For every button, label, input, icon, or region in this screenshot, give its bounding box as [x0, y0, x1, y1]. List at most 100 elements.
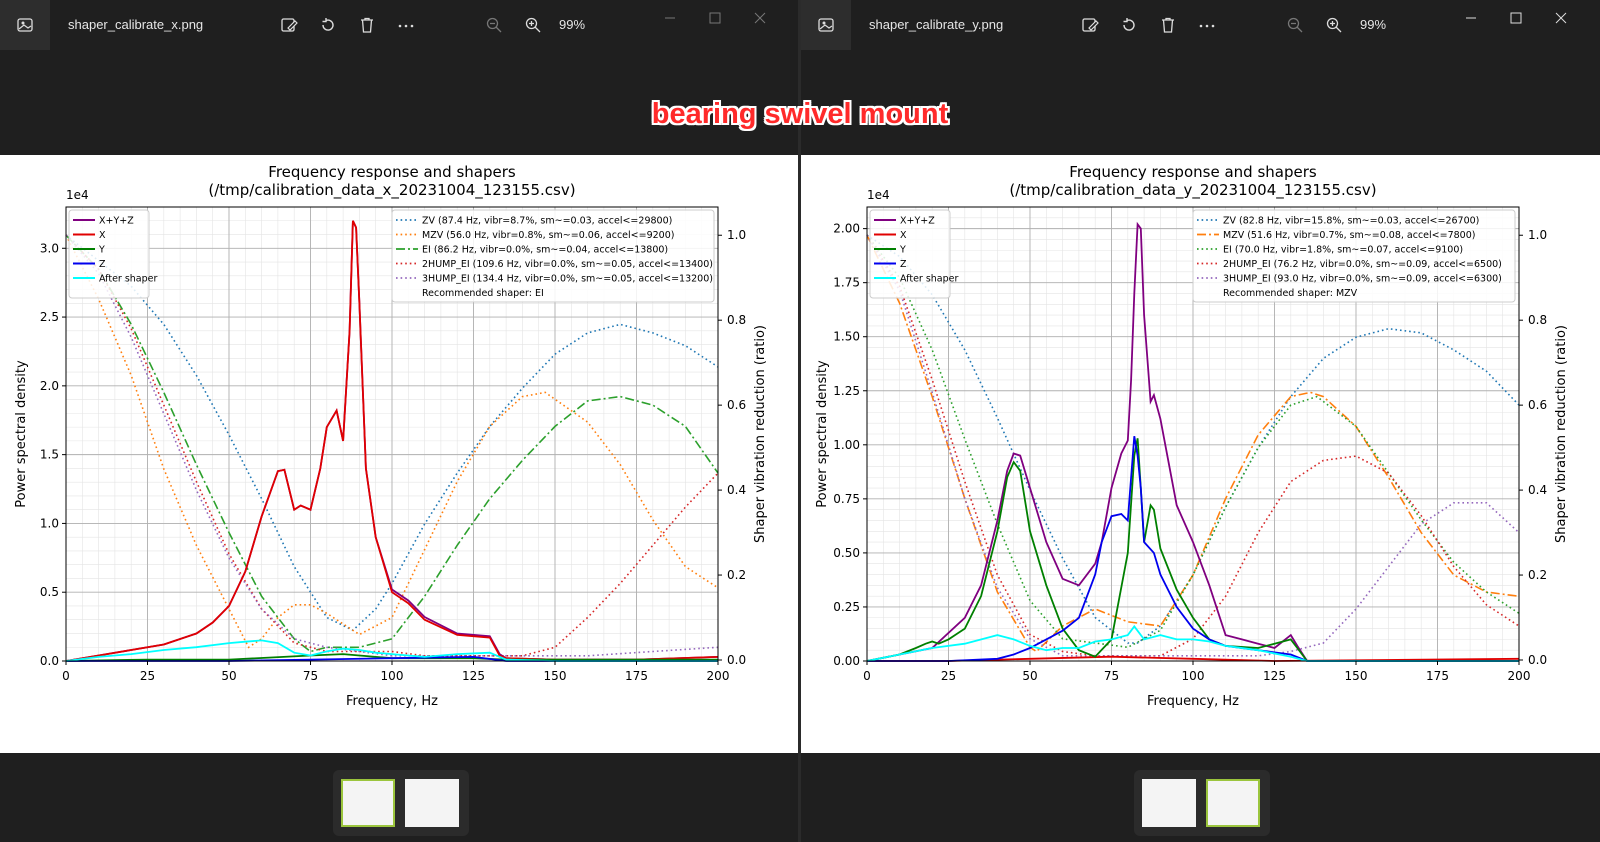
psd-curve-after-shaper	[866, 624, 1519, 662]
chart-subtitle: (/tmp/calibration_data_y_20231004_123155…	[1009, 181, 1376, 200]
edit-image-icon[interactable]	[1078, 13, 1102, 37]
x-tick-label: 150	[544, 669, 567, 683]
shaper-curve-ei	[866, 234, 1520, 649]
y2-tick-label: 0.8	[1528, 313, 1547, 327]
legend-label: Y	[98, 245, 105, 256]
y-axis-label: Power spectral density	[14, 360, 29, 508]
x-tick-label: 100	[1182, 669, 1205, 683]
more-options-icon[interactable]	[394, 13, 418, 37]
x-tick-label: 50	[1022, 669, 1037, 683]
legend-box	[68, 209, 150, 299]
legend-shapers: ZV (87.4 Hz, vibr=8.7%, sm~=0.03, accel<…	[391, 209, 715, 303]
maximize-icon[interactable]	[1503, 8, 1529, 28]
rotate-icon[interactable]	[1117, 13, 1141, 37]
shaper-curve-zv	[866, 234, 1520, 644]
y-tick-label: 0.5	[40, 585, 59, 599]
more-options-icon[interactable]	[1195, 13, 1219, 37]
zoom-in-icon[interactable]	[1322, 13, 1346, 37]
title-bar: shaper_calibrate_x.png 99%	[0, 0, 798, 50]
delete-icon[interactable]	[1156, 13, 1180, 37]
legend-shapers: ZV (82.8 Hz, vibr=15.8%, sm~=0.03, accel…	[1192, 209, 1516, 303]
legend-label: X	[99, 230, 106, 241]
legend-label: ZV (82.8 Hz, vibr=15.8%, sm~=0.03, accel…	[1223, 216, 1479, 227]
y2-tick-label: 1.0	[1528, 228, 1547, 242]
y-axis-label: Power spectral density	[815, 360, 830, 508]
filmstrip-thumbnails	[1134, 770, 1270, 836]
legend-label: 2HUMP_EI (109.6 Hz, vibr=0.0%, sm~=0.05,…	[422, 259, 713, 270]
zoom-level[interactable]: 99%	[559, 17, 586, 32]
x-tick-label: 25	[140, 669, 155, 683]
y-tick-label: 0.75	[833, 492, 860, 506]
x-tick-label: 0	[863, 669, 871, 683]
y2-axis-label: Shaper vibration reduction (ratio)	[1554, 325, 1569, 543]
chart-title: Frequency response and shapers	[1069, 163, 1317, 181]
x-tick-label: 175	[625, 669, 648, 683]
x-axis-label: Frequency, Hz	[346, 694, 438, 709]
y2-tick-label: 0.0	[1528, 653, 1547, 667]
x-tick-label: 125	[462, 669, 485, 683]
close-icon[interactable]	[1548, 8, 1574, 28]
zoom-out-icon[interactable]	[1283, 13, 1307, 37]
x-tick-label: 75	[303, 669, 318, 683]
legend-label: 3HUMP_EI (134.4 Hz, vibr=0.0%, sm~=0.05,…	[422, 274, 713, 285]
x-tick-label: 50	[221, 669, 236, 683]
y-tick-label: 0.0	[40, 654, 59, 668]
legend-label: MZV (56.0 Hz, vibr=0.8%, sm~=0.06, accel…	[422, 230, 674, 241]
file-name: shaper_calibrate_x.png	[68, 17, 204, 32]
legend-label: ZV (87.4 Hz, vibr=8.7%, sm~=0.03, accel<…	[422, 216, 672, 227]
legend-label: After shaper	[900, 274, 958, 285]
chart-subtitle: (/tmp/calibration_data_x_20231004_123155…	[208, 181, 575, 200]
x-tick-label: 175	[1426, 669, 1449, 683]
viewer-window-x: shaper_calibrate_x.png 99% 0 25 50 75 100 125…	[0, 0, 798, 842]
legend-label: Z	[99, 259, 106, 270]
y-tick-label: 1.0	[40, 516, 59, 530]
legend-box	[1192, 209, 1516, 303]
y-tick-label: 2.5	[40, 310, 59, 324]
y-tick-label: 3.0	[40, 241, 59, 255]
photos-app-icon[interactable]	[0, 0, 50, 50]
legend-psd: X+Y+Z XYZ After shaper	[68, 209, 157, 299]
window-divider	[798, 0, 801, 842]
legend-box	[391, 209, 715, 303]
thumbnail-shaper-y[interactable]	[405, 779, 459, 827]
minimize-icon[interactable]	[1458, 8, 1484, 28]
psd-curve-x	[65, 220, 719, 662]
legend-psd: X+Y+Z XYZ After shaper	[869, 209, 958, 299]
maximize-icon[interactable]	[702, 8, 728, 28]
y2-axis-label: Shaper vibration reduction (ratio)	[753, 325, 768, 543]
legend-label: 2HUMP_EI (76.2 Hz, vibr=0.0%, sm~=0.09, …	[1223, 259, 1502, 270]
delete-icon[interactable]	[355, 13, 379, 37]
y2-tick-label: 1.0	[727, 228, 746, 242]
y2-tick-label: 0.4	[1528, 483, 1547, 497]
photos-app-icon[interactable]	[801, 0, 851, 50]
x-tick-label: 0	[62, 669, 70, 683]
y-tick-label: 0.25	[833, 600, 860, 614]
shaper-curve-ei	[65, 234, 719, 653]
y-tick-label: 2.0	[40, 379, 59, 393]
image-canvas[interactable]: 0 25 50 75 100 125 150 175 200 0.0 0.5 1.0 1.5 2.0 2.5…	[0, 155, 798, 753]
x-tick-label: 75	[1104, 669, 1119, 683]
thumbnail-shaper-y[interactable]	[1206, 779, 1260, 827]
y2-tick-label: 0.6	[727, 398, 746, 412]
rotate-icon[interactable]	[316, 13, 340, 37]
edit-image-icon[interactable]	[277, 13, 301, 37]
x-tick-label: 200	[707, 669, 730, 683]
overlay-caption: bearing swivel mount	[651, 98, 949, 130]
x-tick-label: 100	[381, 669, 404, 683]
minimize-icon[interactable]	[657, 8, 683, 28]
x-axis-label: Frequency, Hz	[1147, 694, 1239, 709]
filmstrip-thumbnails	[333, 770, 469, 836]
thumbnail-shaper-x[interactable]	[1142, 779, 1196, 827]
y2-tick-label: 0.2	[727, 568, 746, 582]
thumbnail-shaper-x[interactable]	[341, 779, 395, 827]
x-tick-label: 125	[1263, 669, 1286, 683]
zoom-in-icon[interactable]	[521, 13, 545, 37]
zoom-level[interactable]: 99%	[1360, 17, 1387, 32]
chart-title: Frequency response and shapers	[268, 163, 516, 181]
y-tick-label: 1.5	[40, 448, 59, 462]
close-icon[interactable]	[747, 8, 773, 28]
zoom-out-icon[interactable]	[482, 13, 506, 37]
legend-label: MZV (51.6 Hz, vibr=0.7%, sm~=0.08, accel…	[1223, 230, 1475, 241]
x-tick-label: 200	[1508, 669, 1531, 683]
image-canvas[interactable]: 0 25 50 75 100 125 150 175 200 0.00 0.25 0.50 0.75 1.…	[801, 155, 1600, 753]
